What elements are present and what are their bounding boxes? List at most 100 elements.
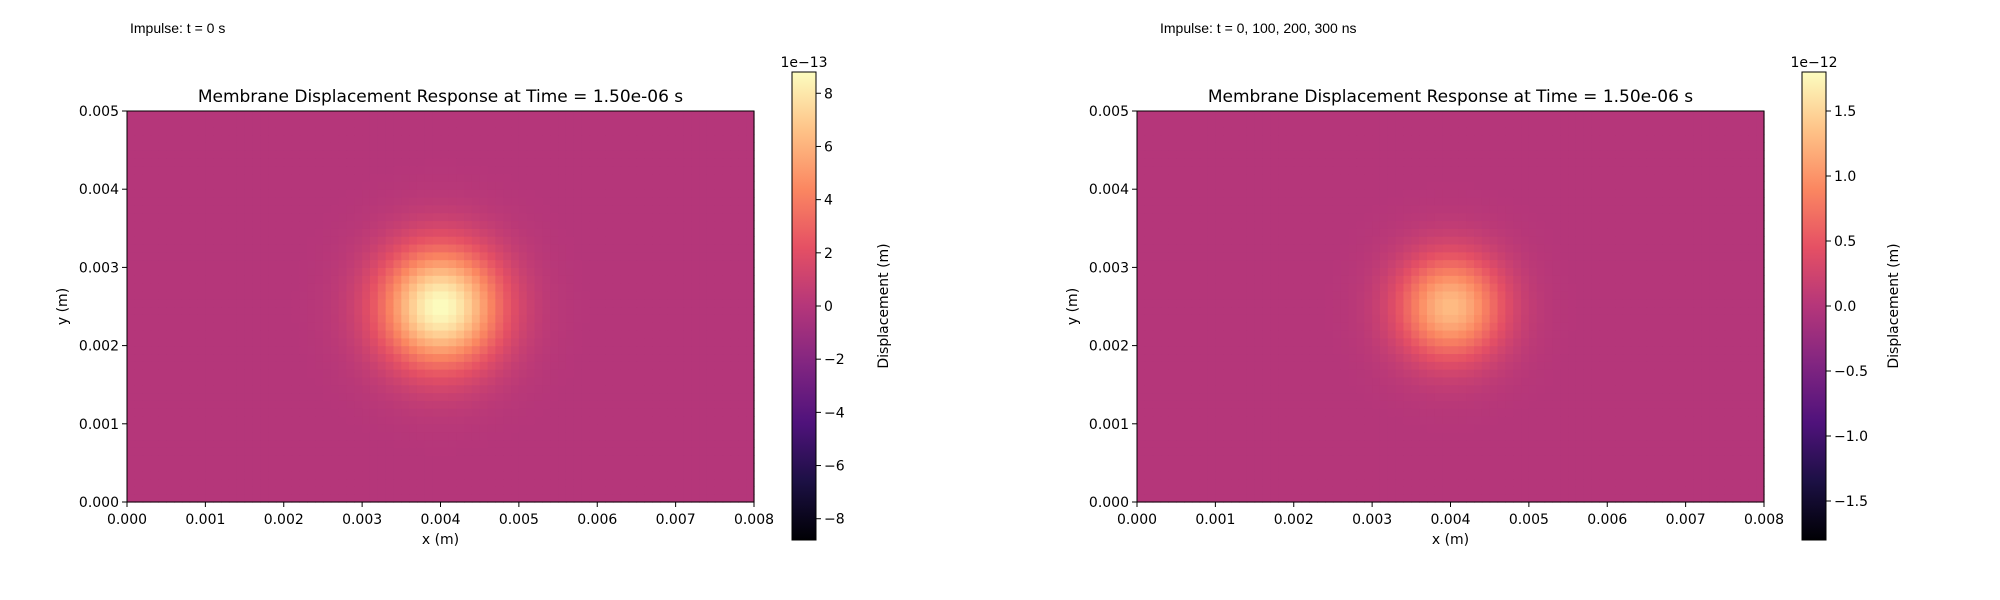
heatmap-cell xyxy=(322,118,332,128)
heatmap-cell xyxy=(354,243,363,253)
heatmap-cell xyxy=(142,314,152,323)
heatmap-cell xyxy=(659,204,669,214)
heatmap-cell xyxy=(746,369,755,378)
heatmap-cell xyxy=(589,126,598,136)
heatmap-cell xyxy=(714,283,724,292)
heatmap-cell xyxy=(542,478,551,487)
heatmap-cell xyxy=(464,400,473,409)
heatmap-cell xyxy=(322,142,332,151)
heatmap-cell xyxy=(526,275,536,284)
heatmap-cell xyxy=(1724,415,1734,425)
heatmap-cell xyxy=(150,173,159,182)
heatmap-cell xyxy=(307,157,316,167)
heatmap-cell xyxy=(714,447,724,456)
heatmap-cell xyxy=(174,267,183,276)
heatmap-cell xyxy=(283,220,293,229)
heatmap-cell xyxy=(464,283,473,292)
heatmap-cell xyxy=(1575,408,1585,417)
heatmap-cell xyxy=(518,306,528,315)
heatmap-cell xyxy=(268,298,277,308)
heatmap-cell xyxy=(1474,478,1483,487)
heatmap-cell xyxy=(1411,455,1420,464)
heatmap-cell xyxy=(464,197,473,206)
heatmap-cell xyxy=(1568,462,1577,472)
heatmap-cell xyxy=(699,392,708,401)
heatmap-cell xyxy=(1732,470,1742,480)
heatmap-cell xyxy=(1521,431,1530,441)
heatmap-cell xyxy=(526,220,536,229)
heatmap-cell xyxy=(675,298,685,308)
heatmap xyxy=(1137,111,1765,503)
heatmap-cell xyxy=(511,329,520,339)
heatmap-cell xyxy=(440,236,449,245)
heatmap-cell xyxy=(1709,494,1718,503)
heatmap-cell xyxy=(244,290,253,300)
heatmap-cell xyxy=(252,455,261,464)
heatmap-cell xyxy=(1278,494,1287,503)
heatmap-cell xyxy=(181,408,191,417)
heatmap-cell xyxy=(338,353,348,362)
heatmap-cell xyxy=(1568,494,1577,503)
heatmap-cell xyxy=(479,228,489,237)
heatmap-cell xyxy=(534,157,543,167)
heatmap-cell xyxy=(440,189,449,198)
heatmap-cell xyxy=(1638,415,1648,425)
heatmap-cell xyxy=(464,415,473,425)
heatmap-cell xyxy=(385,470,395,480)
heatmap-cell xyxy=(409,369,418,378)
heatmap-cell xyxy=(659,212,669,222)
heatmap-cell xyxy=(1238,423,1248,433)
heatmap-cell xyxy=(722,134,732,143)
heatmap-cell xyxy=(1168,462,1177,472)
heatmap-cell xyxy=(542,431,551,441)
heatmap-cell xyxy=(1199,408,1209,417)
heatmap-cell xyxy=(738,150,747,159)
heatmap-cell xyxy=(683,220,692,229)
heatmap-cell xyxy=(730,314,739,323)
heatmap-cell xyxy=(291,298,301,308)
heatmap-cell xyxy=(620,345,630,355)
heatmap-cell xyxy=(636,157,645,167)
heatmap-cell xyxy=(526,236,536,245)
heatmap-cell xyxy=(362,173,371,182)
heatmap-cell xyxy=(605,267,614,276)
heatmap-cell xyxy=(127,134,136,143)
heatmap-cell xyxy=(1458,447,1467,456)
heatmap-cell xyxy=(166,322,175,331)
heatmap-cell xyxy=(448,236,457,245)
heatmap-cell xyxy=(550,314,559,323)
heatmap-cell xyxy=(362,150,371,159)
heatmap-cell xyxy=(636,283,645,292)
heatmap-cell xyxy=(448,306,457,315)
heatmap-cell xyxy=(1560,470,1569,480)
heatmap-cell xyxy=(362,236,371,245)
heatmap-cell xyxy=(1332,439,1342,448)
heatmap-cell xyxy=(1356,423,1365,433)
heatmap-cell xyxy=(385,431,395,441)
heatmap-cell xyxy=(142,337,152,347)
heatmap-cell xyxy=(1191,439,1201,448)
heatmap-cell xyxy=(268,173,277,182)
heatmap-cell xyxy=(699,353,708,362)
heatmap-cell xyxy=(1544,455,1553,464)
heatmap-cell xyxy=(612,376,622,386)
heatmap-cell xyxy=(268,423,277,433)
heatmap-cell xyxy=(714,197,724,206)
heatmap-cell xyxy=(1199,431,1209,441)
heatmap-cell xyxy=(127,173,136,182)
heatmap-cell xyxy=(471,439,481,448)
heatmap-cell xyxy=(1340,494,1350,503)
heatmap-cell xyxy=(174,462,183,472)
heatmap-cell xyxy=(330,111,340,120)
heatmap-cell xyxy=(409,384,418,394)
heatmap-cell xyxy=(268,251,277,261)
heatmap-cell xyxy=(315,275,324,284)
heatmap-cell xyxy=(1419,486,1428,495)
heatmap-cell xyxy=(338,283,348,292)
heatmap-cell xyxy=(738,142,747,151)
heatmap-cell xyxy=(448,126,457,136)
heatmap-cell xyxy=(495,415,504,425)
heatmap-cell xyxy=(424,400,434,409)
heatmap-cell xyxy=(581,392,591,401)
heatmap-cell xyxy=(1262,423,1271,433)
